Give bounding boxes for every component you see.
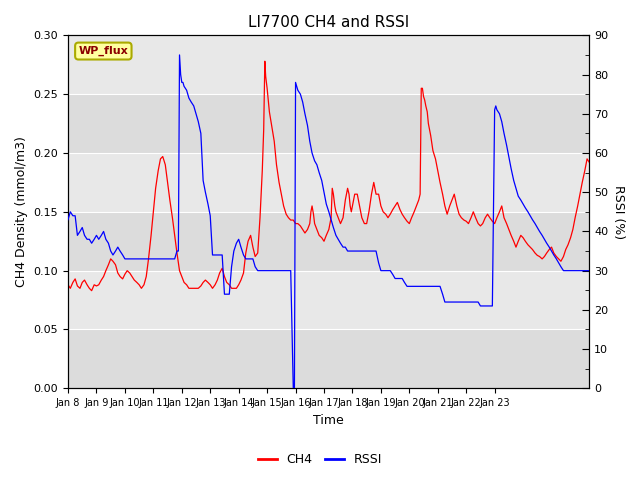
Y-axis label: CH4 Density (mmol/m3): CH4 Density (mmol/m3) xyxy=(15,136,28,287)
Bar xyxy=(68,329,589,388)
Bar xyxy=(68,212,589,271)
X-axis label: Time: Time xyxy=(314,414,344,427)
Y-axis label: RSSI (%): RSSI (%) xyxy=(612,185,625,239)
Title: LI7700 CH4 and RSSI: LI7700 CH4 and RSSI xyxy=(248,15,410,30)
Legend: CH4, RSSI: CH4, RSSI xyxy=(253,448,387,471)
Bar xyxy=(68,153,589,212)
Bar xyxy=(68,94,589,153)
Text: WP_flux: WP_flux xyxy=(79,46,128,56)
Bar xyxy=(68,271,589,329)
Bar xyxy=(68,36,589,94)
